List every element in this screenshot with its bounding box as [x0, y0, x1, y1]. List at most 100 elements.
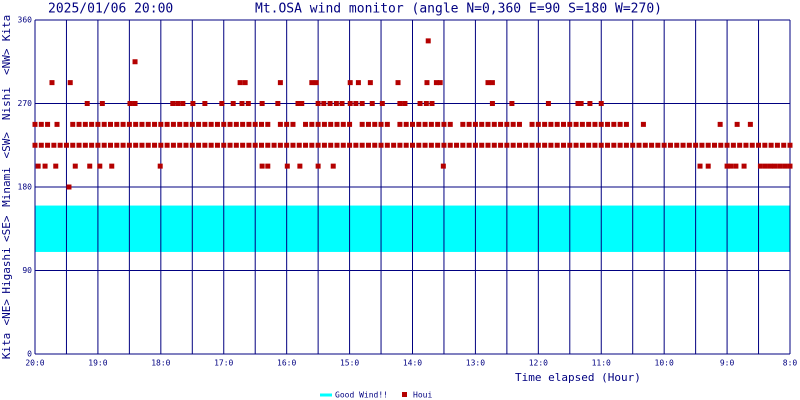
data-point — [284, 121, 290, 127]
data-point — [510, 142, 516, 148]
x-tick-label: 8:0 — [783, 359, 798, 368]
x-tick-label: 17:0 — [214, 359, 233, 368]
data-point — [32, 121, 38, 127]
data-point — [339, 101, 345, 106]
data-point — [265, 163, 271, 169]
data-point — [542, 121, 548, 127]
data-point — [227, 121, 233, 127]
data-point — [674, 142, 680, 148]
data-point — [101, 142, 107, 148]
data-point — [384, 142, 390, 148]
data-point — [219, 101, 225, 106]
data-point — [440, 163, 446, 169]
data-point — [152, 142, 158, 148]
data-point — [705, 142, 711, 148]
data-point — [109, 163, 115, 169]
data-point — [299, 101, 305, 106]
data-point — [781, 142, 787, 148]
data-point — [782, 163, 788, 169]
data-point — [369, 101, 375, 106]
data-point — [265, 142, 271, 148]
data-point — [667, 142, 673, 148]
data-point — [489, 80, 495, 86]
data-point — [157, 163, 163, 169]
data-point — [72, 163, 78, 169]
data-point — [202, 142, 208, 148]
data-point — [108, 121, 113, 127]
data-point — [252, 142, 258, 148]
data-point — [403, 142, 409, 148]
data-point — [466, 142, 472, 148]
data-point — [587, 101, 593, 106]
data-point — [737, 142, 743, 148]
data-point — [139, 142, 145, 148]
data-point — [145, 142, 151, 148]
data-point — [67, 80, 73, 86]
data-point — [529, 121, 535, 127]
data-point — [108, 142, 113, 148]
data-point — [777, 163, 783, 169]
data-point — [177, 142, 183, 148]
direction-label: Kita — [0, 15, 13, 42]
data-point — [403, 121, 409, 127]
data-point — [196, 142, 202, 148]
direction-label: <SW> — [0, 132, 13, 159]
data-point — [321, 101, 327, 106]
data-point — [89, 121, 95, 127]
direction-label: <SE> — [0, 215, 13, 242]
data-point — [315, 121, 321, 127]
data-point — [384, 121, 390, 127]
data-point — [355, 80, 361, 86]
data-point — [741, 163, 747, 169]
direction-label: Nishi — [0, 87, 13, 120]
x-tick-label: 18:0 — [151, 359, 170, 368]
data-point — [359, 101, 365, 106]
data-point — [347, 101, 353, 106]
data-point — [170, 142, 176, 148]
data-point — [749, 142, 755, 148]
data-point — [724, 142, 730, 148]
x-tick-label: 11:0 — [592, 359, 611, 368]
data-point — [120, 121, 126, 127]
data-point — [466, 121, 472, 127]
data-point — [82, 142, 88, 148]
data-point — [686, 142, 692, 148]
data-point — [642, 142, 648, 148]
data-point — [441, 121, 447, 127]
data-point — [489, 101, 495, 106]
data-point — [315, 101, 321, 106]
data-point — [164, 142, 170, 148]
data-point — [340, 121, 346, 127]
data-point — [246, 142, 252, 148]
data-point — [208, 121, 214, 127]
data-point — [101, 121, 107, 127]
data-point — [365, 142, 371, 148]
y-tick-label: 270 — [18, 99, 33, 108]
data-point — [120, 142, 126, 148]
data-point — [554, 121, 560, 127]
y-tick-label: 180 — [18, 183, 33, 192]
data-point — [617, 121, 623, 127]
data-point — [509, 101, 515, 106]
data-point — [84, 101, 90, 106]
data-point — [45, 121, 51, 127]
data-point — [309, 142, 315, 148]
data-point — [49, 80, 55, 86]
data-point — [422, 121, 428, 127]
data-point — [767, 163, 773, 169]
data-point — [598, 121, 604, 127]
direction-label: <NW> — [0, 48, 13, 75]
data-point — [428, 121, 434, 127]
data-point — [697, 163, 703, 169]
data-point — [183, 121, 189, 127]
data-point — [290, 142, 296, 148]
data-point — [655, 142, 661, 148]
data-point — [297, 163, 303, 169]
data-point — [114, 121, 120, 127]
data-point — [605, 121, 611, 127]
data-point — [529, 142, 535, 148]
data-point — [333, 101, 339, 106]
data-point — [214, 142, 220, 148]
direction-label: Kita — [0, 333, 13, 360]
data-point — [284, 142, 290, 148]
